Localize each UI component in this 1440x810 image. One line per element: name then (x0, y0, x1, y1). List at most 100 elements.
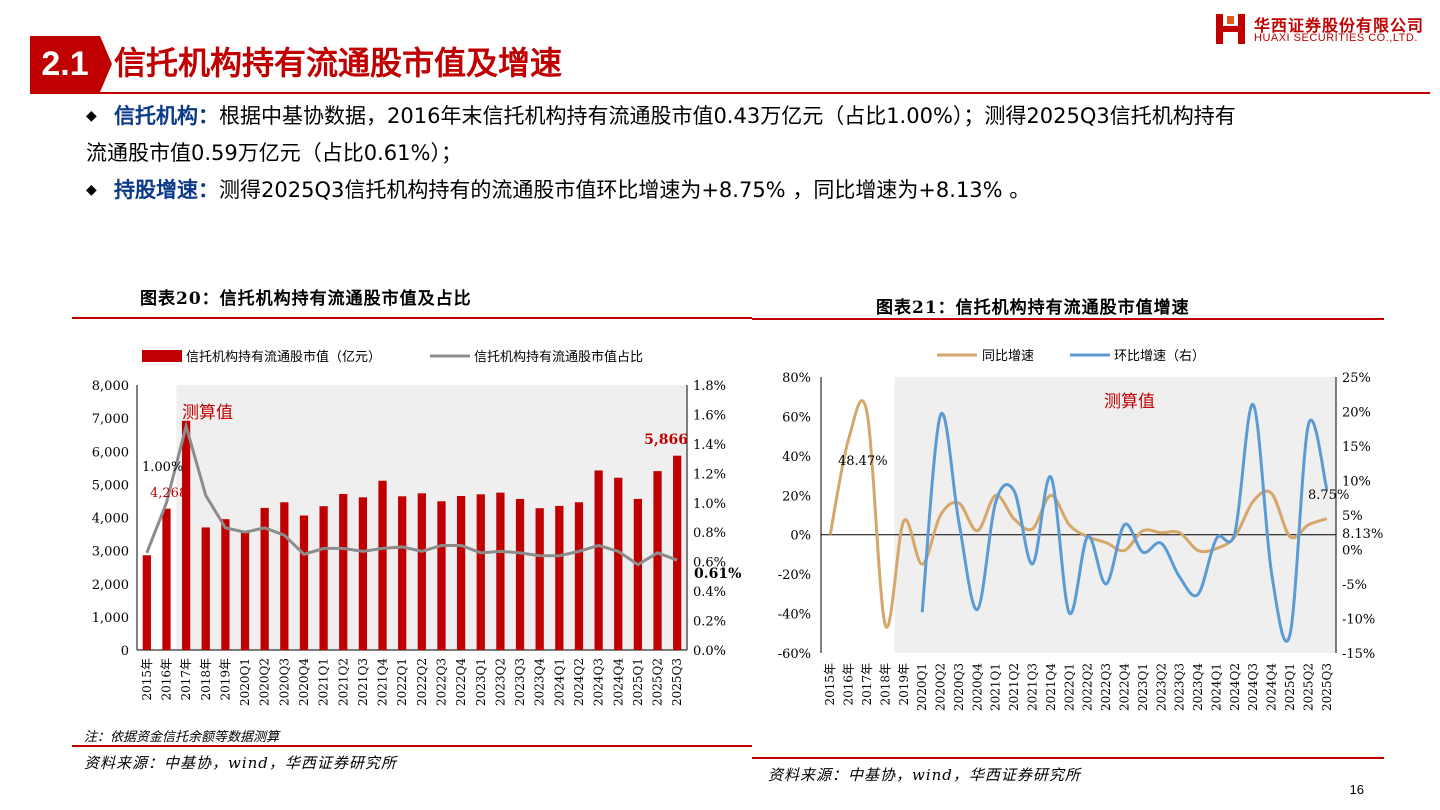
x-tick-label: 2021Q1 (317, 658, 331, 706)
x-tick-label: 2021Q4 (376, 658, 390, 706)
bar-market-value (496, 492, 505, 650)
x-tick-label: 2015年 (823, 663, 837, 706)
right-y-tick-label: 1.8% (693, 379, 726, 394)
bar-market-value (260, 507, 269, 650)
right-y-tick-label: 1.4% (693, 438, 726, 453)
x-tick-label: 2022Q1 (1062, 663, 1076, 711)
bar-market-value (574, 502, 584, 650)
legend-yoy-label: 同比增速 (982, 349, 1034, 364)
right-y-tick-label: 0.0% (693, 644, 726, 659)
bar-market-value (319, 506, 328, 650)
ratio-line-series (145, 420, 678, 567)
figure-21-bottom-rule (752, 757, 1384, 759)
right-y-tick-label: 20% (1342, 406, 1371, 421)
last-value-label: 5,866 (644, 432, 688, 448)
x-tick-label: 2024Q4 (1265, 663, 1279, 711)
x-tick-label: 2023Q3 (513, 658, 527, 706)
bar-market-value (358, 497, 368, 650)
x-tick-label: 2020Q4 (970, 663, 984, 711)
left-y-tick-label: 3,000 (92, 545, 129, 560)
x-tick-label: 2016年 (159, 658, 173, 701)
x-tick-label: 2015年 (140, 658, 154, 701)
huaxi-logo-icon (1216, 14, 1245, 44)
bar-market-value (594, 470, 603, 650)
left-y-tick-label: 1,000 (92, 611, 129, 626)
x-tick-label: 2024Q3 (592, 658, 606, 706)
legend-qoq-label: 环比增速（右） (1114, 349, 1205, 364)
left-y-tick-label: 8,000 (92, 379, 129, 394)
x-tick-label: 2020Q2 (258, 658, 272, 706)
bar-market-value (201, 527, 210, 650)
bar-market-value (378, 480, 387, 650)
figure-20-title: 图表20：信托机构持有流通股市值及占比 (140, 289, 472, 309)
x-tick-label: 2022Q4 (454, 658, 468, 706)
yoy-last-label: 8.13% (1342, 527, 1383, 542)
bullet-item: ◆ 信托机构：根据中基协数据，2016年末信托机构持有流通股市值0.43万亿元（… (86, 98, 1416, 135)
x-tick-label: 2022Q1 (395, 658, 409, 706)
bar-market-value (633, 498, 643, 650)
bullet-list: ◆ 信托机构：根据中基协数据，2016年末信托机构持有流通股市值0.43万亿元（… (86, 98, 1416, 209)
bar-market-value (653, 471, 662, 650)
left-y-tick-label: -60% (778, 647, 811, 662)
left-y-tick-label: -20% (778, 568, 811, 583)
bar-market-value (162, 508, 171, 650)
bar-market-value (476, 494, 485, 650)
bar-market-value (515, 498, 525, 650)
x-tick-label: 2024Q4 (611, 658, 625, 706)
last-ratio-label: 0.61% (694, 566, 741, 582)
bar-market-value (614, 477, 623, 650)
right-y-tick-label: 0% (1342, 544, 1363, 559)
x-tick-label: 2020Q1 (915, 663, 929, 711)
left-y-tick-label: 60% (782, 410, 811, 425)
left-y-tick-label: 6,000 (92, 445, 129, 460)
figure-20-source: 资料来源：中基协，wind，华西证券研究所 (84, 754, 397, 772)
bar-market-value (240, 531, 250, 650)
right-y-tick-label: 0.4% (693, 585, 726, 600)
estimate-label: 测算值 (182, 403, 233, 423)
figure-21-top-rule (752, 318, 1384, 320)
x-tick-label: 2023Q1 (1136, 663, 1150, 711)
x-tick-label: 2017年 (179, 658, 193, 701)
right-y-tick-label: 1.2% (693, 467, 726, 482)
x-tick-label: 2024Q1 (1209, 663, 1223, 711)
right-y-tick-label: 1.0% (693, 497, 726, 512)
x-tick-label: 2023Q3 (1173, 663, 1187, 711)
bar-market-value (417, 493, 426, 650)
x-tick-label: 2024Q1 (552, 658, 566, 706)
yoy-2016-label: 48.47% (838, 454, 888, 469)
page-number: 16 (1349, 782, 1364, 797)
bar-market-value (339, 493, 348, 650)
estimate-label: 测算值 (1104, 392, 1155, 412)
first-value-label: 4,268 (150, 486, 187, 501)
company-logo: 华西证券股份有限公司 HUAXI SECURITIES CO.,LTD. (1214, 12, 1426, 48)
left-y-tick-label: 20% (782, 489, 811, 504)
right-y-tick-label: 10% (1342, 475, 1371, 490)
qoq-line-series (920, 403, 1329, 643)
bullet-text-continued: 流通股市值0.59万亿元（占比0.61%）； (86, 141, 462, 165)
x-tick-label: 2025Q1 (1283, 663, 1297, 711)
left-y-tick-label: -40% (778, 608, 811, 623)
bar-market-value (535, 508, 544, 650)
left-y-tick-label: 40% (782, 450, 811, 465)
x-tick-label: 2021Q3 (356, 658, 370, 706)
title-divider (30, 92, 1430, 94)
x-tick-label: 2020Q3 (952, 663, 966, 711)
bullet-text: 测得2025Q3信托机构持有的流通股市值环比增速为+8.75% ，同比增速为+8… (219, 178, 1031, 202)
x-tick-label: 2024Q3 (1246, 663, 1260, 711)
bar-market-value (221, 519, 230, 650)
x-tick-label: 2025Q3 (670, 658, 684, 706)
x-tick-label: 2024Q2 (572, 658, 586, 706)
figure-21-title: 图表21：信托机构持有流通股市值增速 (876, 298, 1190, 318)
estimate-shaded-region (894, 377, 1336, 653)
x-tick-label: 2022Q3 (1099, 663, 1113, 711)
figure-20-top-rule (72, 317, 752, 319)
x-tick-label: 2021Q2 (336, 658, 350, 706)
x-tick-label: 2021Q1 (989, 663, 1003, 711)
bar-market-value (181, 420, 191, 650)
figure-21-source: 资料来源：中基协，wind，华西证券研究所 (768, 766, 1081, 784)
bar-market-value (437, 501, 446, 650)
x-tick-label: 2022Q2 (415, 658, 429, 706)
x-tick-label: 2020Q1 (238, 658, 252, 706)
